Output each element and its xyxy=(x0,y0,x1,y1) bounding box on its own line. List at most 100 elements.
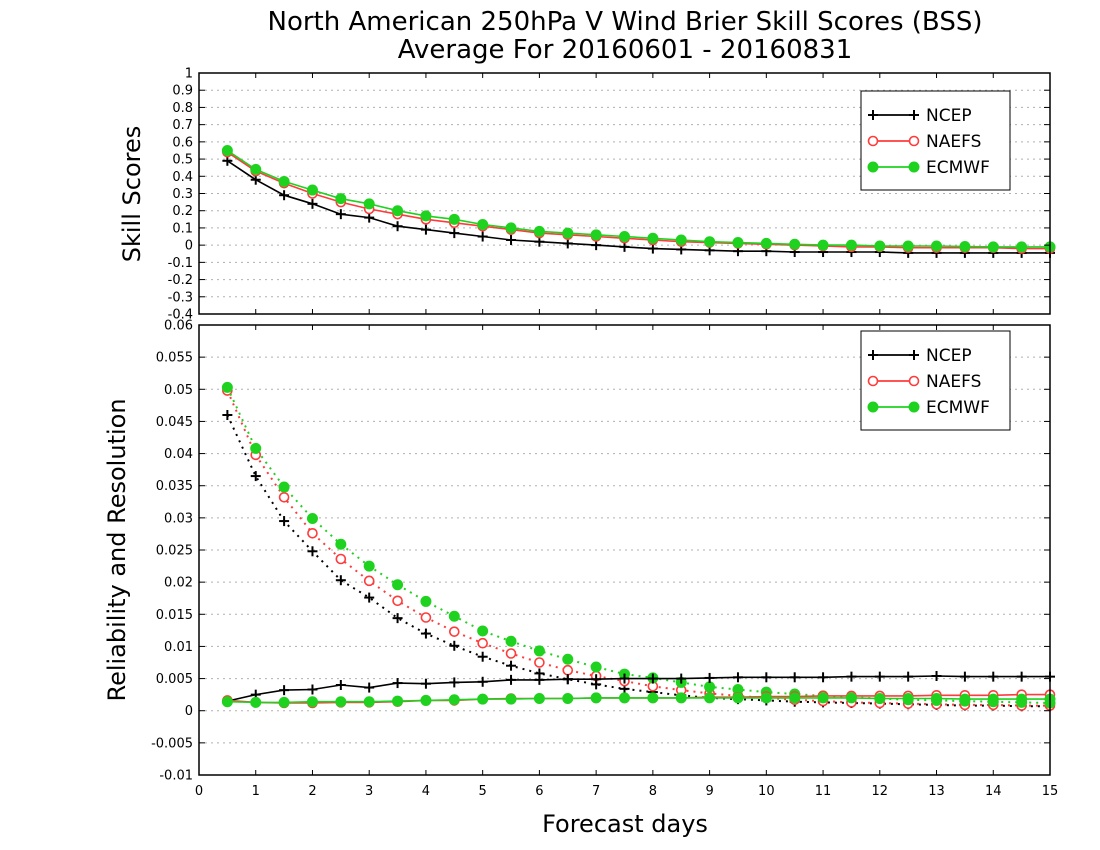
chart-subtitle: Average For 20160601 - 20160831 xyxy=(398,35,853,65)
top-ecmwf-point xyxy=(392,205,404,217)
bot-ncep-reliability-point xyxy=(364,592,375,603)
top-ncep-point xyxy=(307,198,318,209)
bot-y-tick-label: 0.025 xyxy=(156,544,193,559)
bot-ncep-resolution-point xyxy=(364,682,375,693)
bot-ecmwf-resolution-point xyxy=(278,696,290,708)
top-ecmwf-point xyxy=(562,227,574,239)
x-tick-label: 2 xyxy=(308,784,316,799)
x-tick-label: 6 xyxy=(535,784,543,799)
x-axis-label: Forecast days xyxy=(542,810,708,838)
bot-ncep-reliability-point xyxy=(392,613,403,624)
legend-marker-ecmwf xyxy=(908,401,920,413)
bot-ncep-resolution-point xyxy=(562,674,573,685)
legend-label-ecmwf: ECMWF xyxy=(926,158,990,178)
bot-ecmwf-resolution-point xyxy=(874,693,886,704)
bot-ncep-resolution-point xyxy=(392,678,403,689)
bot-ncep-reliability-point xyxy=(477,651,488,662)
bot-ecmwf-reliability-point xyxy=(562,653,574,665)
legend-marker-naefs xyxy=(908,375,920,387)
top-legend: NCEP NAEFS ECMWF xyxy=(860,90,1011,191)
bot-ecmwf-reliability-point xyxy=(250,442,262,454)
bot-ncep-reliability-point xyxy=(250,471,261,482)
legend-marker-naefs xyxy=(867,375,879,387)
bot-y-tick-label: -0.005 xyxy=(151,736,193,751)
bot-ncep-resolution-point xyxy=(903,671,914,682)
bot-ecmwf-reliability-point xyxy=(477,625,489,637)
top-y-tick-label: 0.6 xyxy=(172,135,193,150)
top-y-tick-label: 0.9 xyxy=(172,84,193,99)
bottom-series-group xyxy=(221,381,1056,712)
legend-marker-ncep xyxy=(909,110,919,120)
bot-naefs-reliability-line xyxy=(226,390,1050,707)
bot-ecmwf-resolution-point xyxy=(250,696,262,708)
bot-ncep-reliability-point xyxy=(335,575,346,586)
legend-marker-ncep xyxy=(909,350,919,360)
bot-ecmwf-resolution-point xyxy=(619,692,630,704)
bot-ecmwf-resolution-point xyxy=(987,693,999,705)
legend-marker-ncep xyxy=(868,350,878,360)
x-tick-label: 11 xyxy=(815,784,832,799)
bot-ecmwf-resolution-point xyxy=(902,693,914,704)
bot-naefs-reliability-point xyxy=(562,664,574,676)
x-tick-label: 0 xyxy=(195,784,203,799)
bot-ecmwf-reliability-point xyxy=(505,635,517,647)
bot-y-tick-label: 0.04 xyxy=(164,447,193,462)
bot-ncep-resolution-point xyxy=(449,677,460,688)
top-ecmwf-point xyxy=(931,240,943,252)
bot-ecmwf-reliability-point xyxy=(392,579,404,591)
top-ecmwf-point xyxy=(647,232,659,244)
bot-ecmwf-reliability-point xyxy=(306,513,318,524)
bot-ncep-reliability-point xyxy=(279,516,290,527)
bot-y-tick-label: 0.03 xyxy=(164,511,193,526)
bot-ecmwf-resolution-point xyxy=(505,693,517,705)
bot-ecmwf-resolution-point xyxy=(562,693,574,704)
legend-marker-ecmwf xyxy=(867,401,879,413)
bot-ncep-resolution-point xyxy=(506,674,517,685)
bot-ecmwf-reliability-point xyxy=(533,645,545,657)
top-series-group xyxy=(221,144,1056,258)
top-ecmwf-point xyxy=(760,237,772,249)
top-ecmwf-markers xyxy=(221,144,1056,253)
bottom-x-axis-ticks: 0 1 2 3 4 5 6 7 8 9 10 11 12 13 14 15 xyxy=(195,325,1058,799)
bot-ecmwf-resolution-point xyxy=(675,692,687,704)
top-y-axis-label: Skill Scores xyxy=(118,126,146,263)
legend-label-ncep: NCEP xyxy=(926,346,972,366)
x-tick-label: 15 xyxy=(1042,784,1059,799)
top-ecmwf-point xyxy=(675,234,687,246)
bot-ncep-resolution-point xyxy=(846,671,857,682)
top-y-tick-label: 0.4 xyxy=(172,170,193,185)
x-tick-label: 1 xyxy=(252,784,260,799)
legend-label-ncep: NCEP xyxy=(926,106,972,126)
bot-ecmwf-resolution-point xyxy=(704,692,716,704)
top-ncep-point xyxy=(420,224,431,235)
top-ecmwf-point xyxy=(420,210,432,222)
bot-ncep-reliability-point xyxy=(222,410,233,420)
top-ecmwf-point xyxy=(732,237,744,249)
top-ecmwf-point xyxy=(335,193,347,205)
bot-naefs-reliability-point xyxy=(307,527,318,539)
bot-naefs-reliability-point xyxy=(420,612,432,623)
bot-ecmwf-resolution-point xyxy=(647,692,659,704)
x-tick-label: 3 xyxy=(365,784,373,799)
bot-ecmwf-resolution-point xyxy=(789,692,801,704)
bot-ncep-resolution-point xyxy=(704,672,715,683)
bot-y-tick-label: 0.02 xyxy=(164,576,193,591)
legend-label-naefs: NAEFS xyxy=(926,132,981,152)
bot-ecmwf-resolution-point xyxy=(533,693,545,704)
bot-ecmwf-reliability-point xyxy=(221,381,233,393)
bot-ecmwf-resolution-point xyxy=(448,694,460,706)
top-ecmwf-point xyxy=(1016,241,1028,253)
bot-ecmwf-resolution-point xyxy=(817,692,829,704)
x-tick-label: 7 xyxy=(592,784,600,799)
top-ecmwf-point xyxy=(704,236,716,248)
bottom-legend: NCEP NAEFS ECMWF xyxy=(860,330,1011,431)
bot-y-tick-label: 0.005 xyxy=(156,672,193,687)
top-y-tick-label: 0.8 xyxy=(172,101,193,116)
bot-naefs-reliability-point xyxy=(505,648,517,659)
legend-marker-ncep xyxy=(868,110,878,120)
bot-ncep-resolution-point xyxy=(732,672,743,683)
top-ncep-markers xyxy=(222,155,1055,258)
bottom-y-axis-ticks: 0.06 0.055 0.05 0.045 0.04 0.035 0.03 0.025 0.02… xyxy=(151,319,1050,784)
bot-ecmwf-resolution-point xyxy=(1016,693,1028,705)
top-ecmwf-point xyxy=(306,184,318,196)
